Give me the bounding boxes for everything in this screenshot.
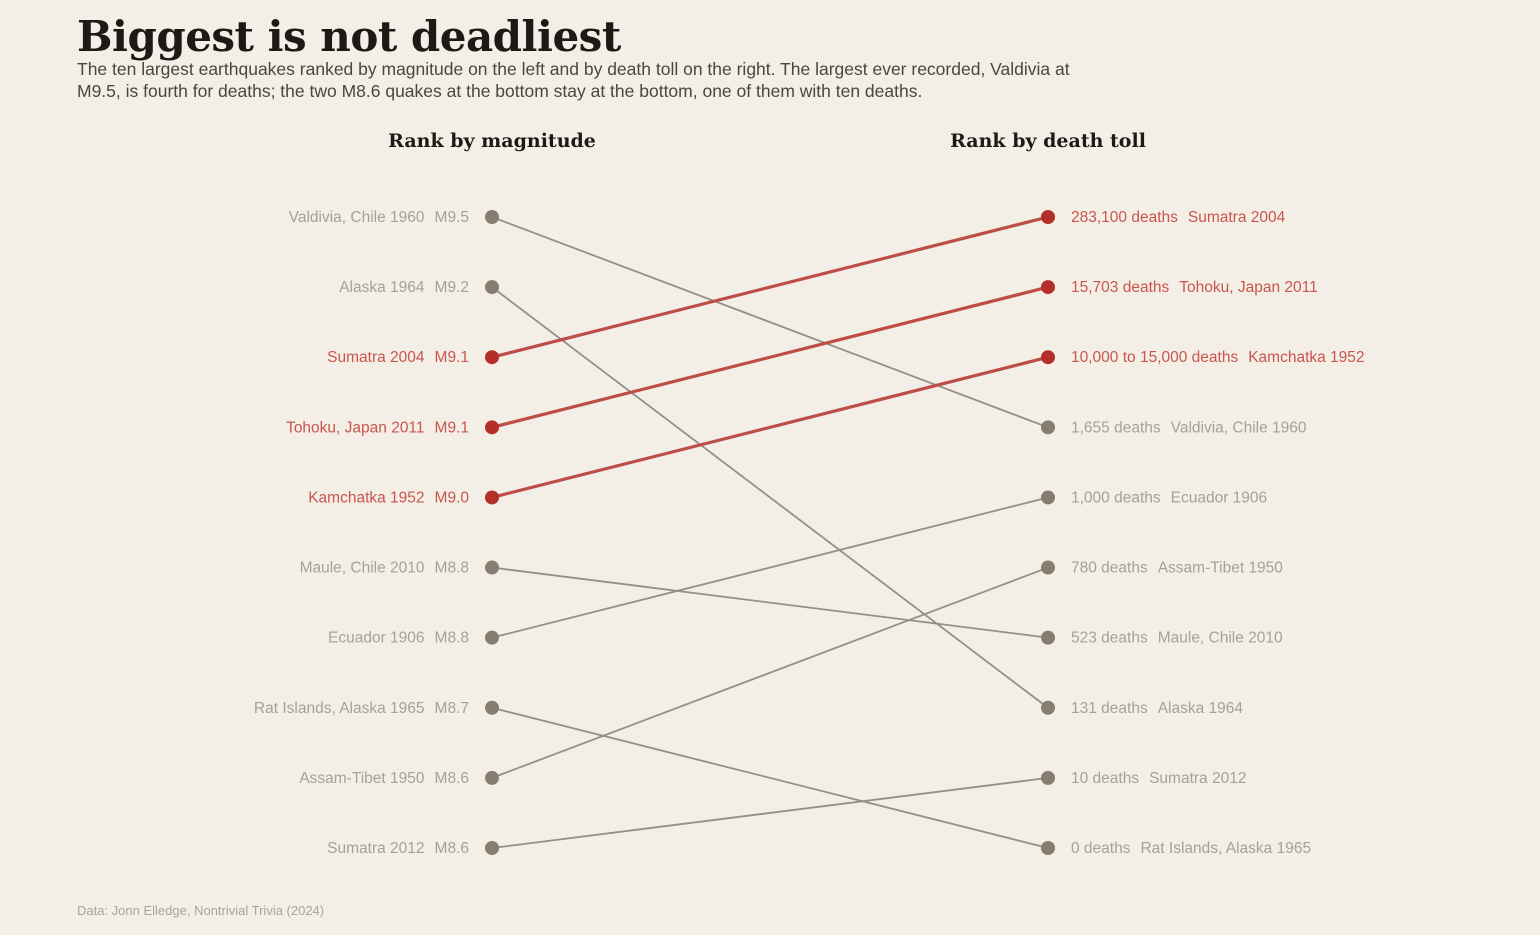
left-label-magnitude: M9.5 xyxy=(435,209,469,226)
right-label-tohoku-japan-2011: 15,703 deaths Tohoku, Japan 2011 xyxy=(1071,279,1318,296)
right-dot-valdivia-chile-1960 xyxy=(1041,420,1055,435)
slope-line-maule-chile-2010 xyxy=(491,566,1049,639)
left-label-magnitude: M8.8 xyxy=(435,560,469,577)
left-label-name: Ecuador 1906 xyxy=(328,630,425,647)
right-label-maule-chile-2010: 523 deaths Maule, Chile 2010 xyxy=(1071,630,1283,647)
right-label-deaths: 523 deaths xyxy=(1071,630,1148,647)
left-column-header: Rank by magnitude xyxy=(388,130,596,152)
left-label-name: Assam-Tibet 1950 xyxy=(299,770,425,787)
left-label-valdivia-chile-1960: Valdivia, Chile 1960 M9.5 xyxy=(289,209,469,226)
right-dot-sumatra-2012 xyxy=(1041,770,1055,785)
right-label-deaths: 780 deaths xyxy=(1071,560,1148,577)
right-dot-ecuador-1906 xyxy=(1041,490,1055,505)
left-label-magnitude: M8.8 xyxy=(435,630,469,647)
right-label-name: Valdivia, Chile 1960 xyxy=(1171,419,1307,436)
right-column-header: Rank by death toll xyxy=(950,130,1146,152)
right-label-name: Maule, Chile 2010 xyxy=(1158,630,1283,647)
right-label-deaths: 1,000 deaths xyxy=(1071,489,1161,506)
slope-lines xyxy=(491,215,1049,849)
slope-line-kamchatka-1952 xyxy=(491,355,1049,499)
left-dot-tohoku-japan-2011 xyxy=(485,420,499,435)
right-label-assam-tibet-1950: 780 deaths Assam-Tibet 1950 xyxy=(1071,560,1283,577)
left-label-name: Valdivia, Chile 1960 xyxy=(289,209,425,226)
left-label-name: Sumatra 2012 xyxy=(327,840,424,857)
right-dot-tohoku-japan-2011 xyxy=(1041,280,1055,295)
rank-labels: Valdivia, Chile 1960 M9.5 1,655 deaths Vald… xyxy=(254,209,1365,857)
right-label-deaths: 15,703 deaths xyxy=(1071,279,1170,296)
right-label-rat-islands-alaska-1965: 0 deaths Rat Islands, Alaska 1965 xyxy=(1071,840,1311,857)
right-label-name: Sumatra 2012 xyxy=(1149,770,1246,787)
left-label-name: Tohoku, Japan 2011 xyxy=(286,419,424,436)
slope-line-assam-tibet-1950 xyxy=(491,566,1049,779)
right-dot-rat-islands-alaska-1965 xyxy=(1041,841,1055,855)
left-dot-sumatra-2012 xyxy=(485,841,499,855)
left-label-name: Kamchatka 1952 xyxy=(308,489,424,506)
left-label-name: Alaska 1964 xyxy=(339,279,425,296)
left-label-magnitude: M9.1 xyxy=(435,419,469,436)
right-label-deaths: 283,100 deaths xyxy=(1071,209,1178,226)
left-label-magnitude: M8.6 xyxy=(435,840,469,857)
left-label-sumatra-2012: Sumatra 2012 M8.6 xyxy=(327,840,469,857)
right-label-ecuador-1906: 1,000 deaths Ecuador 1906 xyxy=(1071,489,1267,506)
left-label-maule-chile-2010: Maule, Chile 2010 M8.8 xyxy=(300,560,469,577)
right-dot-sumatra-2004 xyxy=(1041,210,1055,224)
left-label-assam-tibet-1950: Assam-Tibet 1950 M8.6 xyxy=(299,770,469,787)
right-label-deaths: 1,655 deaths xyxy=(1071,419,1161,436)
left-label-magnitude: M9.1 xyxy=(435,349,469,366)
left-dot-kamchatka-1952 xyxy=(485,490,499,505)
left-label-ecuador-1906: Ecuador 1906 M8.8 xyxy=(328,630,469,647)
right-label-name: Alaska 1964 xyxy=(1158,700,1244,717)
slope-line-valdivia-chile-1960 xyxy=(491,216,1049,429)
slope-line-ecuador-1906 xyxy=(491,496,1049,639)
left-label-tohoku-japan-2011: Tohoku, Japan 2011 M9.1 xyxy=(286,419,469,436)
left-dot-rat-islands-alaska-1965 xyxy=(485,700,499,715)
right-dot-alaska-1964 xyxy=(1041,700,1055,715)
right-label-deaths: 10 deaths xyxy=(1071,770,1139,787)
slope-line-alaska-1964 xyxy=(491,286,1049,709)
left-label-magnitude: M9.0 xyxy=(435,489,470,506)
right-label-name: Rat Islands, Alaska 1965 xyxy=(1140,840,1311,857)
right-label-deaths: 0 deaths xyxy=(1071,840,1131,857)
left-dot-maule-chile-2010 xyxy=(485,560,499,575)
left-dot-ecuador-1906 xyxy=(485,630,499,645)
right-label-name: Assam-Tibet 1950 xyxy=(1158,560,1284,577)
left-dot-assam-tibet-1950 xyxy=(485,770,499,785)
slope-line-sumatra-2012 xyxy=(491,776,1049,849)
right-label-kamchatka-1952: 10,000 to 15,000 deaths Kamchatka 1952 xyxy=(1071,349,1365,366)
slope-line-sumatra-2004 xyxy=(491,215,1049,359)
right-label-alaska-1964: 131 deaths Alaska 1964 xyxy=(1071,700,1243,717)
left-label-magnitude: M9.2 xyxy=(435,279,469,296)
source-note: Data: Jonn Elledge, Nontrivial Trivia (2… xyxy=(77,903,325,918)
right-dot-kamchatka-1952 xyxy=(1041,350,1055,365)
right-label-name: Sumatra 2004 xyxy=(1188,209,1286,226)
left-label-magnitude: M8.7 xyxy=(435,700,469,717)
left-label-alaska-1964: Alaska 1964 M9.2 xyxy=(339,279,469,296)
right-label-deaths: 131 deaths xyxy=(1071,700,1148,717)
chart-subtitle: The ten largest earthquakes ranked by ma… xyxy=(77,59,1070,101)
left-dot-alaska-1964 xyxy=(485,280,499,295)
rank-dots xyxy=(485,210,1055,855)
right-label-name: Ecuador 1906 xyxy=(1171,489,1268,506)
right-dot-maule-chile-2010 xyxy=(1041,630,1055,645)
right-label-name: Kamchatka 1952 xyxy=(1248,349,1364,366)
chart-title: Biggest is not deadliest xyxy=(77,12,621,61)
left-label-rat-islands-alaska-1965: Rat Islands, Alaska 1965 M8.7 xyxy=(254,700,469,717)
left-label-name: Sumatra 2004 xyxy=(327,349,425,366)
right-label-valdivia-chile-1960: 1,655 deaths Valdivia, Chile 1960 xyxy=(1071,419,1307,436)
left-dot-sumatra-2004 xyxy=(485,350,499,365)
left-label-magnitude: M8.6 xyxy=(435,770,469,787)
slope-line-tohoku-japan-2011 xyxy=(491,285,1049,429)
slope-line-rat-islands-alaska-1965 xyxy=(491,706,1049,849)
right-dot-assam-tibet-1950 xyxy=(1041,560,1055,575)
left-dot-valdivia-chile-1960 xyxy=(485,210,499,224)
left-label-sumatra-2004: Sumatra 2004 M9.1 xyxy=(327,349,469,366)
right-label-name: Tohoku, Japan 2011 xyxy=(1179,279,1317,296)
left-label-name: Maule, Chile 2010 xyxy=(300,560,425,577)
left-label-name: Rat Islands, Alaska 1965 xyxy=(254,700,425,717)
right-label-deaths: 10,000 to 15,000 deaths xyxy=(1071,349,1238,366)
left-label-kamchatka-1952: Kamchatka 1952 M9.0 xyxy=(308,489,469,506)
right-label-sumatra-2012: 10 deaths Sumatra 2012 xyxy=(1071,770,1246,787)
right-label-sumatra-2004: 283,100 deaths Sumatra 2004 xyxy=(1071,209,1286,226)
